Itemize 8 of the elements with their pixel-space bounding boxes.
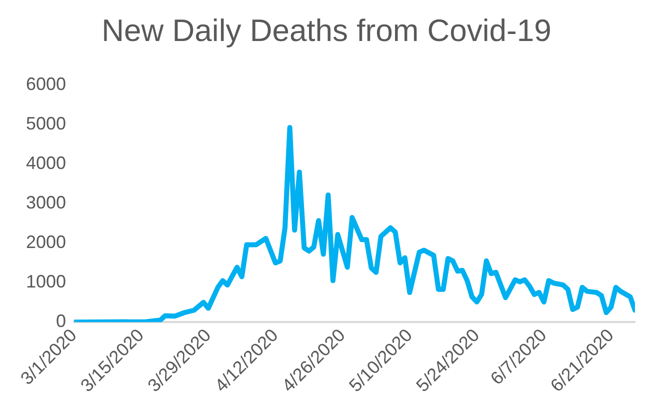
y-tick-label: 1000 — [26, 272, 66, 292]
y-tick-label: 5000 — [26, 114, 66, 134]
y-tick-label: 2000 — [26, 232, 66, 252]
y-tick-label: 6000 — [26, 74, 66, 94]
y-tick-label: 0 — [56, 311, 66, 332]
chart-title: New Daily Deaths from Covid-19 — [102, 13, 552, 48]
y-tick-label: 4000 — [26, 153, 66, 174]
y-tick-label: 3000 — [26, 192, 66, 213]
